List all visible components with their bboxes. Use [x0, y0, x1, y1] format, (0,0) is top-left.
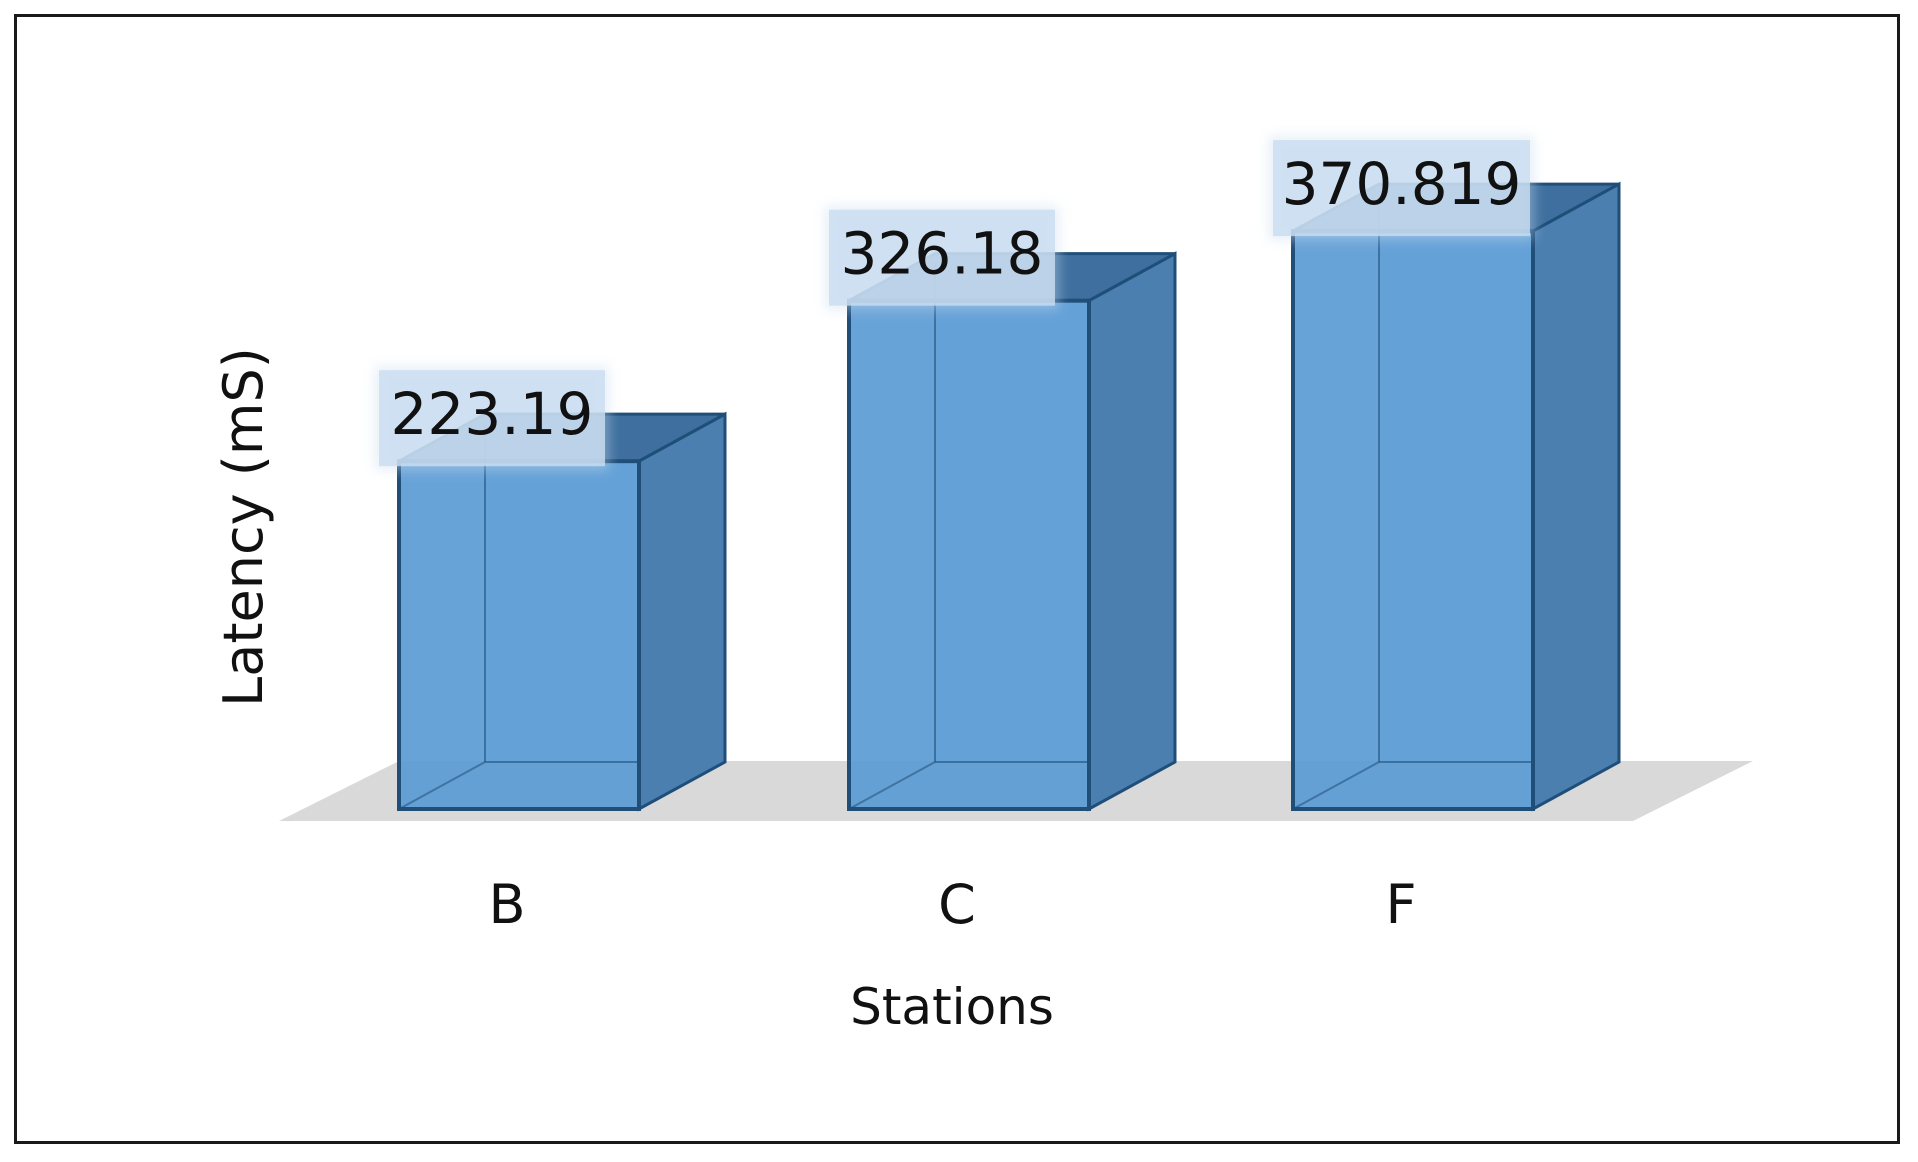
bar-side-face	[1087, 251, 1177, 812]
x-tick-label-B: B	[488, 873, 525, 936]
data-label-box	[379, 370, 605, 467]
bar-front-face	[397, 459, 641, 811]
data-label-box	[829, 209, 1055, 306]
chart-plot: 223.19 B 326.18 C 370.819 F Latency (mS) Stat…	[212, 136, 1753, 1036]
y-axis-label: Latency (mS)	[212, 347, 275, 707]
data-label-C: 326.18	[841, 220, 1044, 288]
bar-inner-edge	[398, 761, 486, 810]
bar-side-face	[1531, 181, 1621, 812]
data-label-B: 223.19	[391, 380, 594, 448]
x-axis-label: Stations	[850, 978, 1054, 1036]
data-label-F: 370.819	[1282, 150, 1522, 218]
bar-B	[397, 411, 727, 812]
bar-C	[847, 251, 1177, 812]
bar-front-face	[847, 298, 1091, 811]
bar-side-face	[637, 411, 727, 812]
bar-inner-edge	[848, 761, 936, 810]
x-tick-label-F: F	[1385, 873, 1416, 936]
x-tick-label-C: C	[938, 873, 976, 936]
bar-F	[1291, 181, 1621, 812]
data-label-box	[1273, 140, 1530, 237]
bar-inner-edge	[1292, 761, 1380, 810]
bar-front-face	[1291, 229, 1535, 812]
chart-frame: 223.19 B 326.18 C 370.819 F Latency (mS) Stat…	[14, 14, 1900, 1144]
